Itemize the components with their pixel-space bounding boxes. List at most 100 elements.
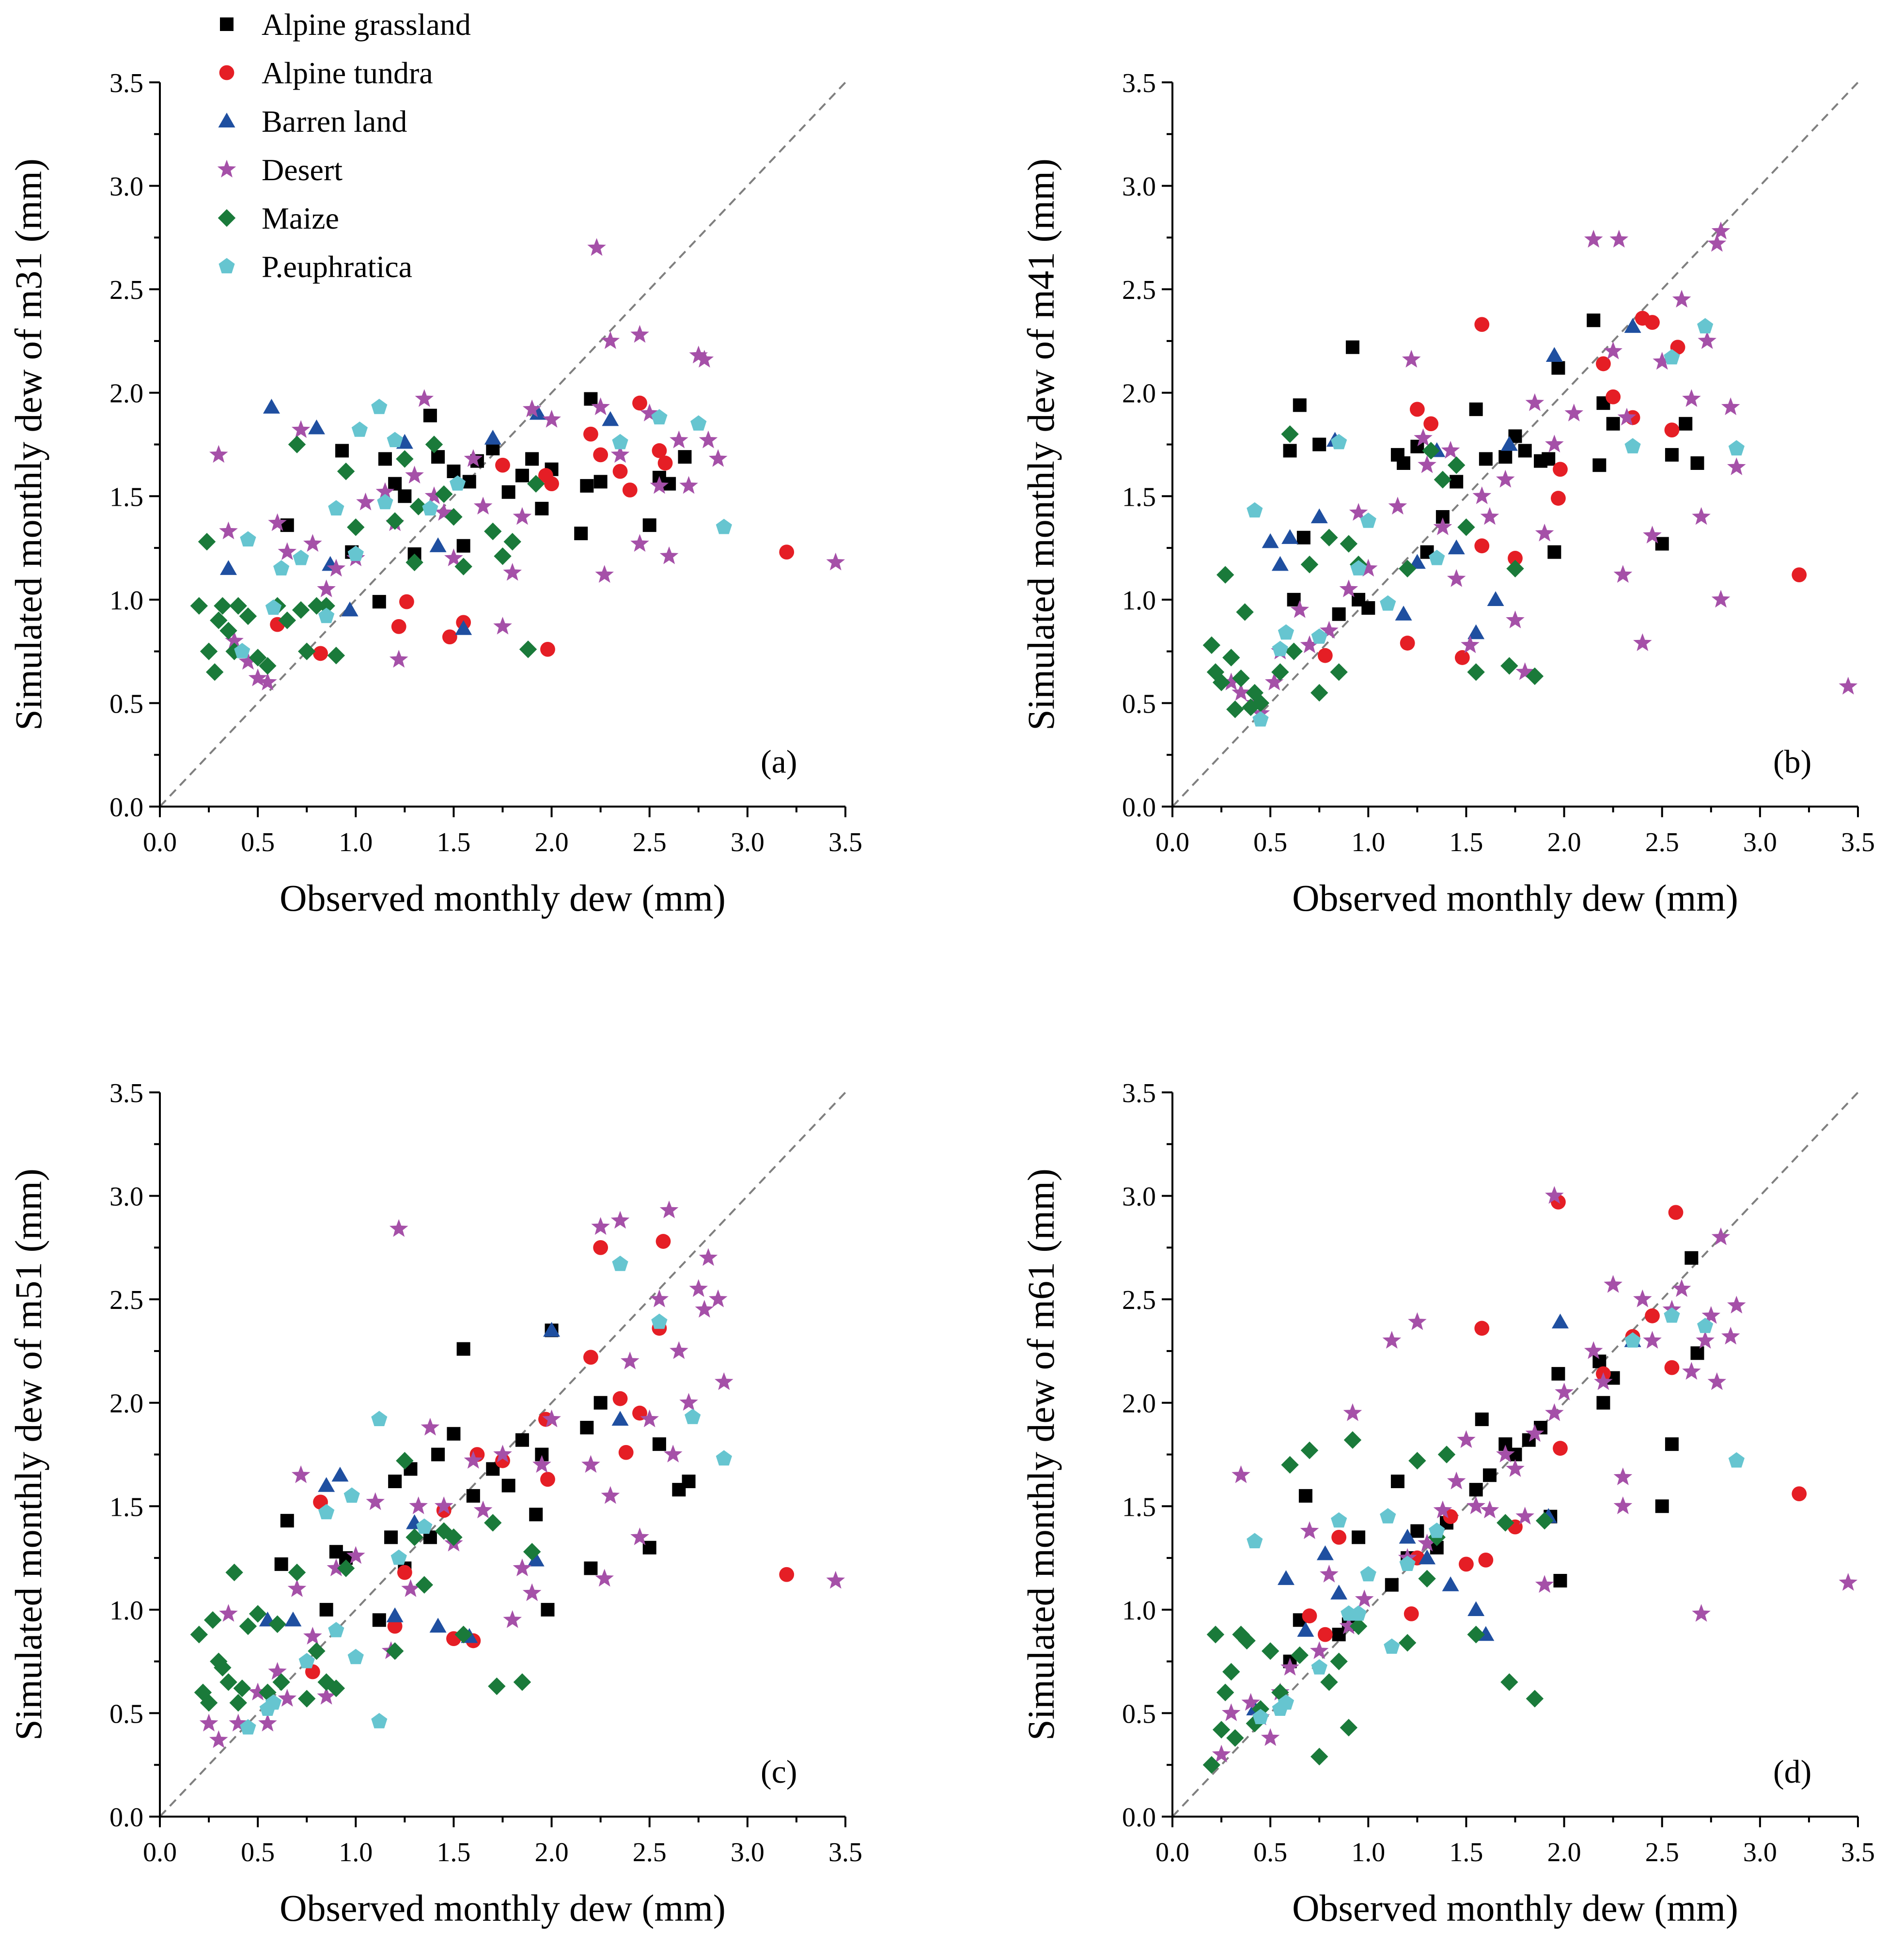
data-point [1480, 1500, 1499, 1519]
data-point [258, 672, 277, 691]
data-point [190, 1625, 208, 1644]
data-point [1261, 1642, 1279, 1660]
data-point [513, 1558, 532, 1576]
data-point [396, 450, 414, 468]
data-point [449, 475, 466, 491]
data-point [1467, 663, 1485, 681]
data-point [655, 1234, 671, 1249]
data-point [659, 1200, 679, 1218]
data-point [1447, 569, 1466, 587]
data-point [663, 1445, 683, 1462]
y-tick-label: 0.5 [1122, 1699, 1156, 1729]
data-point [610, 1211, 630, 1229]
data-point [1283, 444, 1297, 458]
data-point [372, 1613, 386, 1627]
data-point [542, 1409, 561, 1428]
data-point [602, 411, 619, 426]
data-point [1448, 456, 1466, 474]
series-maize [1202, 425, 1544, 718]
data-point [1727, 457, 1746, 475]
x-tick-label: 1.5 [1449, 1837, 1483, 1867]
y-tick-label: 1.0 [1122, 1596, 1156, 1626]
data-point [662, 477, 676, 491]
data-point [1242, 698, 1260, 716]
data-point [642, 1540, 656, 1555]
data-point [650, 476, 669, 494]
data-point [464, 449, 483, 467]
data-point [445, 508, 463, 526]
data-point [651, 409, 668, 425]
data-point [1320, 621, 1339, 639]
series-desert [199, 1200, 845, 1748]
data-point [501, 1478, 515, 1493]
data-point [1624, 318, 1641, 333]
y-tick-label: 1.5 [109, 1492, 143, 1522]
data-point [1698, 331, 1716, 349]
data-point [1408, 554, 1426, 569]
y-tick-label: 0.0 [109, 793, 143, 823]
data-point [1226, 1729, 1244, 1747]
data-point [366, 1492, 385, 1510]
data-point [640, 1409, 659, 1428]
data-point [1414, 428, 1433, 447]
data-point [1280, 1658, 1299, 1676]
data-point [464, 1451, 483, 1469]
data-point [1397, 456, 1411, 470]
data-point [593, 1240, 608, 1255]
data-point [622, 482, 638, 498]
data-point [298, 642, 316, 660]
x-tick-label: 1.5 [437, 827, 470, 857]
data-point [486, 442, 500, 456]
y-tick-label: 2.5 [1122, 275, 1156, 305]
data-point [1408, 1312, 1427, 1330]
data-point [689, 1279, 708, 1297]
data-point [1409, 402, 1425, 417]
data-point [1429, 1523, 1445, 1538]
x-tick-label: 1.5 [1449, 827, 1483, 857]
data-point [1216, 1683, 1234, 1701]
data-point [1261, 1728, 1280, 1746]
data-point [1613, 565, 1633, 583]
data-point [229, 597, 247, 615]
series-p-euphratica [240, 1256, 732, 1735]
data-point [670, 430, 688, 449]
data-point [1498, 450, 1513, 464]
data-point [1361, 601, 1375, 615]
data-point [388, 477, 402, 491]
data-point [1707, 233, 1727, 252]
data-point [1475, 1412, 1489, 1426]
data-point [466, 1489, 480, 1503]
y-tick-label: 0.0 [1122, 793, 1156, 823]
data-point [328, 1622, 344, 1637]
data-point [375, 482, 395, 500]
data-point [1515, 1507, 1534, 1525]
data-point [1206, 1625, 1225, 1644]
data-point [328, 500, 344, 516]
data-point [1287, 592, 1301, 607]
data-point [1232, 1465, 1250, 1483]
data-point [1236, 603, 1254, 621]
data-point [225, 1563, 243, 1582]
data-point [699, 430, 718, 449]
data-point [389, 650, 408, 668]
y-tick-label: 1.0 [109, 586, 143, 616]
data-point [689, 345, 708, 364]
data-point [431, 1447, 445, 1462]
y-axis-title: Simulated monthly dew of m31 (mm) [7, 158, 49, 731]
data-point [287, 1579, 307, 1597]
data-point [1330, 1585, 1348, 1600]
data-point [1478, 1552, 1494, 1568]
data-point [1278, 1694, 1295, 1710]
x-tick-label: 2.0 [1547, 1837, 1581, 1867]
data-point [1497, 1514, 1514, 1532]
data-point [601, 331, 620, 349]
y-tick-label: 3.5 [109, 1078, 143, 1108]
data-point [826, 1571, 845, 1589]
one-to-one-line [1171, 81, 1859, 808]
data-point [291, 1465, 311, 1483]
data-point [356, 492, 375, 511]
data-point [612, 1391, 628, 1406]
y-tick-label: 3.0 [1122, 1182, 1156, 1212]
data-point [1551, 491, 1566, 506]
data-point [234, 643, 250, 658]
